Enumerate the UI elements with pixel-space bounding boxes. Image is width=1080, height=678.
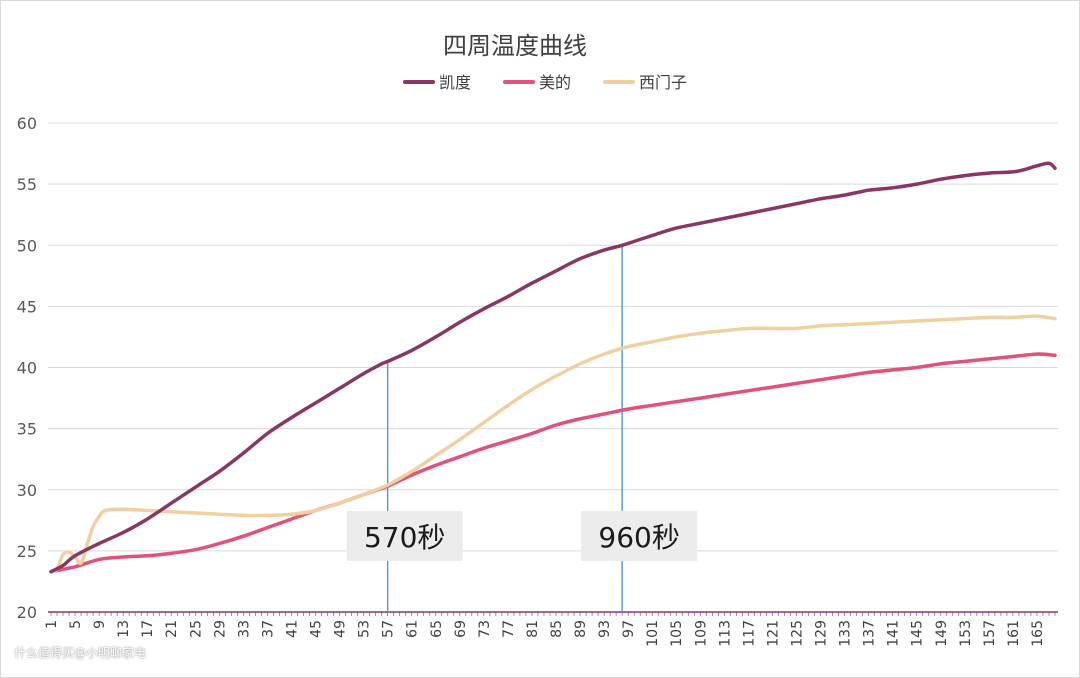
x-tick-label-125: 125 [789, 620, 805, 647]
x-tick-label-153: 153 [958, 620, 974, 647]
y-tick-label-55: 55 [17, 175, 37, 194]
x-tick-label-49: 49 [333, 620, 349, 638]
x-tick-label-161: 161 [1006, 620, 1022, 647]
x-tick-label-89: 89 [573, 620, 589, 638]
x-tick-label-129: 129 [814, 620, 830, 647]
x-tick-label-93: 93 [597, 620, 613, 638]
x-tick-label-133: 133 [838, 620, 854, 647]
annotation-label-2: 960秒 [598, 521, 679, 554]
legend-label-2: 美的 [539, 73, 571, 92]
x-tick-label-149: 149 [934, 620, 950, 647]
x-tick-label-1: 1 [44, 620, 60, 629]
y-tick-label-45: 45 [17, 297, 37, 316]
x-tick-label-137: 137 [862, 620, 878, 647]
x-tick-label-81: 81 [525, 620, 541, 638]
x-tick-label-45: 45 [309, 620, 325, 638]
y-tick-label-60: 60 [17, 114, 37, 133]
x-tick-label-29: 29 [212, 620, 228, 638]
x-tick-label-141: 141 [886, 620, 902, 647]
y-tick-label-35: 35 [17, 420, 37, 439]
y-tick-label-30: 30 [17, 481, 37, 500]
x-tick-label-53: 53 [357, 620, 373, 638]
y-tick-label-25: 25 [17, 542, 37, 561]
x-tick-label-17: 17 [140, 620, 156, 638]
x-tick-label-109: 109 [693, 620, 709, 647]
x-tick-label-105: 105 [669, 620, 685, 647]
x-tick-label-25: 25 [188, 620, 204, 638]
series-line-1 [49, 161, 1057, 574]
y-tick-label-50: 50 [17, 236, 37, 255]
x-tick-label-165: 165 [1030, 620, 1046, 647]
x-tick-label-65: 65 [429, 620, 445, 638]
y-tick-label-40: 40 [17, 359, 37, 378]
annotation-box-1 [346, 511, 463, 561]
x-tick-label-21: 21 [164, 620, 180, 638]
x-tick-label-85: 85 [549, 620, 565, 638]
x-tick-label-73: 73 [477, 620, 493, 638]
x-tick-label-9: 9 [92, 620, 108, 629]
x-tick-label-33: 33 [236, 620, 252, 638]
x-tick-label-117: 117 [741, 620, 757, 647]
x-tick-label-121: 121 [765, 620, 781, 647]
x-tick-label-41: 41 [284, 620, 300, 638]
annotation-label-1: 570秒 [364, 521, 445, 554]
x-tick-label-5: 5 [68, 620, 84, 629]
annotation-box-2 [581, 511, 698, 561]
x-tick-label-113: 113 [717, 620, 733, 647]
x-tick-label-57: 57 [381, 620, 397, 638]
x-tick-label-13: 13 [116, 620, 132, 638]
y-tick-label-20: 20 [17, 603, 37, 622]
watermark: 什么值得买@小明聊家电 [14, 646, 147, 660]
x-tick-label-37: 37 [260, 620, 276, 638]
x-tick-label-145: 145 [910, 620, 926, 647]
series-line-3 [49, 314, 1057, 574]
x-tick-label-69: 69 [453, 620, 469, 638]
x-tick-label-61: 61 [405, 620, 421, 638]
chart-title: 四周温度曲线 [443, 32, 587, 60]
legend-label-3: 西门子 [639, 73, 687, 92]
x-tick-label-101: 101 [645, 620, 661, 647]
x-tick-label-157: 157 [982, 620, 998, 647]
legend-label-1: 凯度 [439, 73, 471, 92]
x-tick-label-97: 97 [621, 620, 637, 638]
x-tick-label-77: 77 [501, 620, 517, 638]
series-line-2 [49, 352, 1057, 574]
